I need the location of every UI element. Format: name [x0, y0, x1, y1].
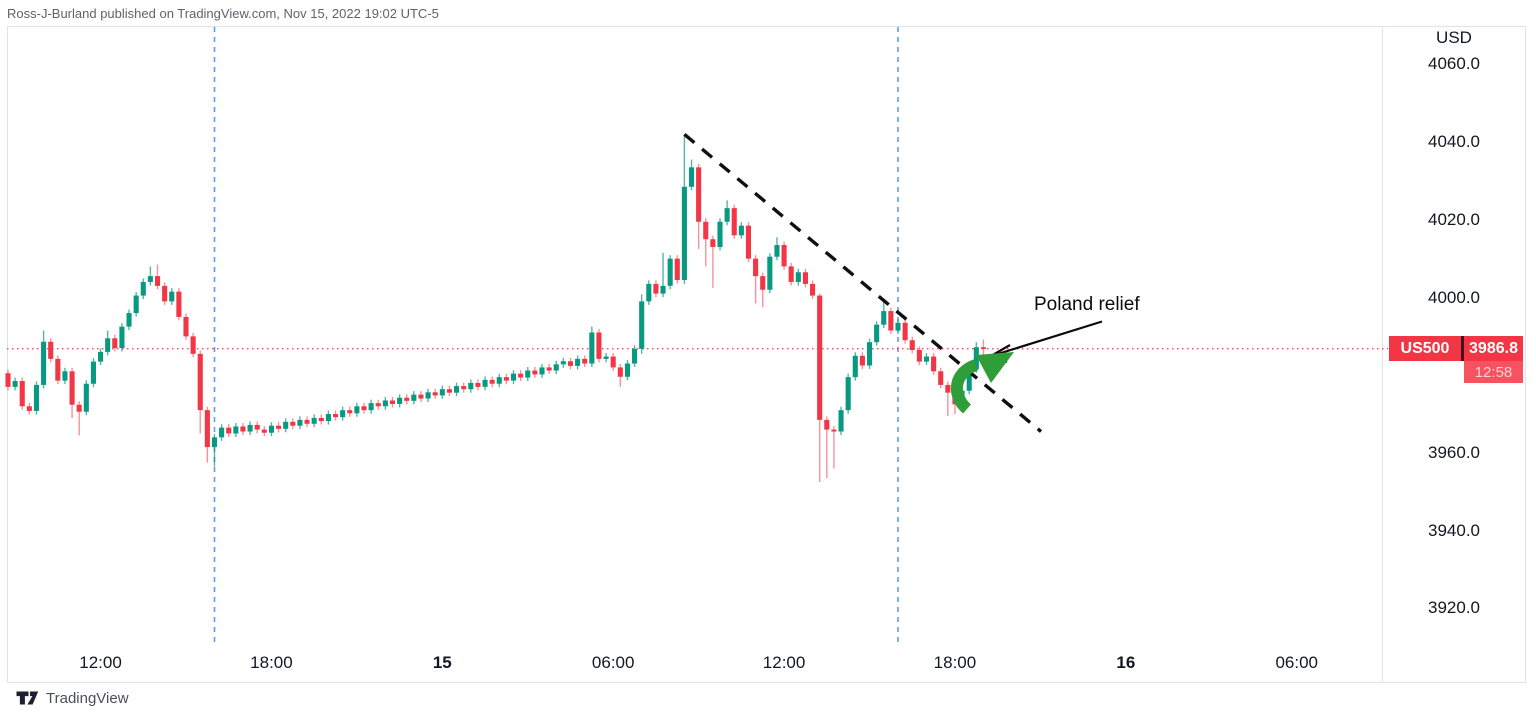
y-tick-label: 3920.0: [1428, 598, 1480, 618]
tradingview-brand-text: TradingView: [46, 690, 129, 707]
last-price-value: 3986.8: [1464, 336, 1523, 362]
currency-label: USD: [1436, 28, 1472, 47]
symbol-badge: US500: [1389, 336, 1461, 362]
time-axis[interactable]: 12:00 18:00 15 06:00 12:00 18:00 16 06:00: [0, 648, 1382, 682]
green-curved-arrow-icon: [950, 352, 1014, 414]
last-price-label: US500 3986.8 12:58: [1389, 336, 1523, 384]
descending-trendline[interactable]: [683, 133, 1043, 433]
x-tick-label: 18:00: [250, 653, 293, 672]
tradingview-watermark[interactable]: TradingView: [16, 690, 129, 707]
candlestick-series: [5, 134, 986, 483]
y-tick-label: 4000.0: [1428, 287, 1480, 307]
price-axis[interactable]: 4060.0 4040.0 4020.0 4000.0 3960.0 3940.0 3920…: [1383, 26, 1525, 683]
bar-countdown: 12:58: [1464, 361, 1523, 384]
y-tick-label: 3960.0: [1428, 442, 1480, 462]
chart-frame: [7, 26, 1526, 683]
x-tick-label: 15: [432, 653, 452, 672]
y-tick-label: 4040.0: [1428, 132, 1480, 152]
attribution-text: Ross-J-Burland published on TradingView.…: [7, 6, 439, 21]
x-tick-label: 16: [1116, 653, 1136, 672]
x-tick-label: 12:00: [79, 653, 122, 672]
y-tick-label: 4060.0: [1428, 54, 1480, 74]
session-vlines: [213, 27, 899, 645]
x-tick-label: 06:00: [591, 653, 635, 672]
y-tick-label: 3940.0: [1428, 520, 1480, 540]
price-label-divider: [1461, 336, 1464, 362]
annotation-label: Poland relief: [1034, 294, 1140, 315]
x-tick-label: 18:00: [933, 653, 977, 672]
tradingview-logo-icon: [16, 691, 39, 705]
y-tick-label: 4020.0: [1428, 209, 1480, 229]
x-tick-label: 06:00: [1275, 653, 1318, 672]
x-tick-label: 12:00: [762, 653, 806, 672]
